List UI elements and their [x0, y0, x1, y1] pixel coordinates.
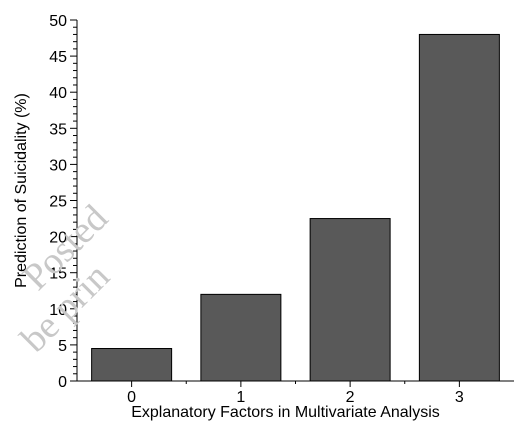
- x-axis-ticks: 0 1 2 3: [127, 381, 464, 406]
- y-tick-label: 5: [58, 338, 67, 355]
- x-tick-label: 3: [455, 389, 464, 406]
- y-tick-label: 20: [49, 230, 67, 247]
- bar-2: [309, 218, 391, 382]
- y-tick-label: 30: [49, 157, 67, 174]
- y-tick-label: 50: [49, 13, 67, 30]
- x-tick-label: 2: [346, 389, 355, 406]
- bar-0: [91, 348, 173, 382]
- x-axis-label: Explanatory Factors in Multivariate Anal…: [131, 404, 440, 421]
- y-tick-label: 35: [49, 121, 67, 138]
- y-tick-label: 10: [49, 302, 67, 319]
- y-tick-label: 40: [49, 85, 67, 102]
- bar-1: [200, 293, 282, 382]
- x-tick-label: 1: [236, 389, 245, 406]
- bar-3: [418, 33, 500, 382]
- y-axis-label: Prediction of Suicidality (%): [13, 93, 30, 288]
- y-tick-label: 0: [58, 374, 67, 391]
- y-axis-ticks: 0 5 10 15 20 25 30 35 40 45 50: [49, 13, 77, 391]
- y-tick-label: 45: [49, 49, 67, 66]
- x-tick-label: 0: [127, 389, 136, 406]
- y-tick-label: 25: [49, 194, 67, 211]
- y-tick-label: 15: [49, 266, 67, 283]
- bars-group: [91, 33, 500, 382]
